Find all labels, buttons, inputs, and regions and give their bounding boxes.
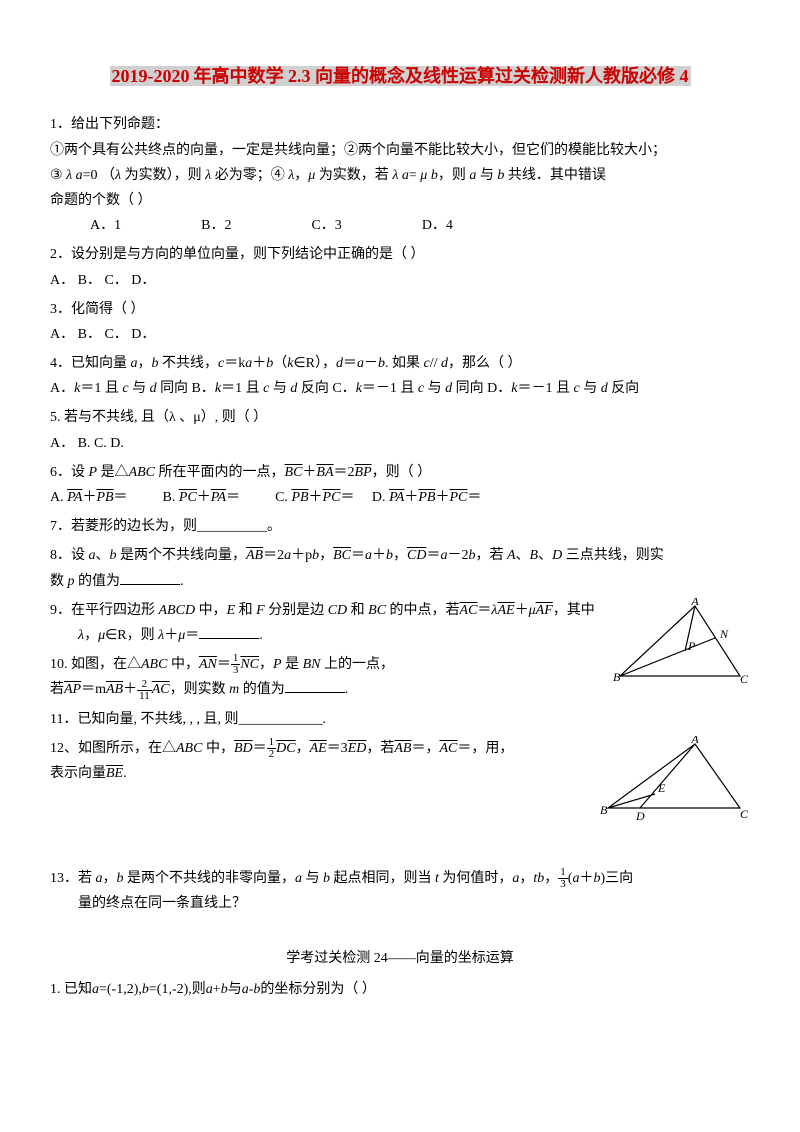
q13-text: 13．若 a，b 是两个不共线的非零向量，a 与 b 起点相同，则当 t 为何值… (50, 866, 750, 891)
fig2-D: D (635, 809, 645, 823)
title-year: 2019-2020 (110, 66, 192, 86)
fig2-E: E (657, 781, 666, 795)
q3-text: 3．化简得（ ） (50, 297, 750, 322)
q8: 8．设 a、b 是两个不共线向量，AB＝2a＋pb，BC＝a＋b，CD＝a－2b… (50, 543, 750, 593)
q10-line2: 若AP＝mAB＋211AC，则实数 m 的值为. (50, 677, 750, 702)
q3-opts: A． B． C． D． (50, 322, 750, 347)
q1-intro: 1．给出下列命题： (50, 112, 750, 137)
q5-text: 5. 若与不共线, 且（λ 、μ）, 则（ ） (50, 405, 750, 430)
q1-line1: ①两个具有公共终点的向量，一定是共线向量；②两个向量不能比较大小，但它们的模能比… (50, 138, 750, 163)
q1-line2: ③ λ a=0 （λ 为实数），则 λ 必为零；④ λ，μ 为实数，若 λ a=… (50, 163, 750, 188)
document-title: 2019-2020年高中数学 2.3 向量的概念及线性运算过关检测新人教版必修 … (50, 60, 750, 92)
q12: A B C D E 12、如图所示，在△ABC 中，BD＝12DC，AE＝3ED… (50, 736, 750, 786)
q1-optD: D．4 (422, 213, 453, 238)
q13-tail2: 量的终点在同一条直线上？ (50, 891, 750, 916)
q4-text: 4．已知向量 a，b 不共线，c＝ka＋b（k∈R），d＝a－b. 如果 c//… (50, 351, 750, 376)
q10-line1: 10. 如图，在△ABC 中，AN＝13NC，P 是 BN 上的一点， (50, 652, 750, 677)
title-rest: 年高中数学 2.3 向量的概念及线性运算过关检测新人教版必修 4 (192, 66, 691, 86)
q5-opts: A． B. C. D. (50, 431, 750, 456)
q1-optC: C．3 (311, 213, 341, 238)
q8-tail2: 数 p 的值为. (50, 569, 750, 594)
q13: 13．若 a，b 是两个不共线的非零向量，a 与 b 起点相同，则当 t 为何值… (50, 866, 750, 916)
q5: 5. 若与不共线, 且（λ 、μ）, 则（ ） A． B. C. D. (50, 405, 750, 455)
q6-opts: A. PA＋PB＝ B. PC＋PA＝ C. PB＋PC＝ D. PA＋PB＋P… (50, 485, 750, 510)
q2-opts: A． B． C． D． (50, 268, 750, 293)
fig1-A: A (690, 598, 699, 608)
q8-text: 8．设 a、b 是两个不共线向量，AB＝2a＋pb，BC＝a＋b，CD＝a－2b… (50, 543, 750, 568)
fig1-P: P (687, 639, 696, 653)
figure-2: A B C D E (600, 736, 750, 826)
subtitle: 学考过关检测 24——向量的坐标运算 (50, 946, 750, 971)
q11: 11．已知向量, 不共线, , , 且, 则____________. (50, 707, 750, 732)
q6: 6．设 P 是△ABC 所在平面内的一点，BC＋BA＝2BP，则（ ） A. P… (50, 460, 750, 510)
q4-opts: A．k＝1 且 c 与 d 同向 B．k＝1 且 c 与 d 反向 C．k＝－1… (50, 376, 750, 401)
fig2-A: A (690, 736, 699, 746)
q6-text: 6．设 P 是△ABC 所在平面内的一点，BC＋BA＝2BP，则（ ） (50, 460, 750, 485)
fig2-C: C (740, 807, 749, 821)
q2: 2．设分别是与方向的单位向量，则下列结论中正确的是（ ） A． B． C． D． (50, 242, 750, 292)
q1-line3: 命题的个数（ ） (50, 188, 750, 213)
fig1-N: N (719, 627, 729, 641)
q2-text: 2．设分别是与方向的单位向量，则下列结论中正确的是（ ） (50, 242, 750, 267)
fig2-B: B (600, 803, 608, 817)
q1-options: A．1 B．2 C．3 D．4 (50, 213, 750, 238)
sq1: 1. 已知a=(-1,2),b=(1,-2),则a+b与a-b的坐标分别为（ ） (50, 977, 750, 1002)
q1-optB: B．2 (201, 213, 231, 238)
q3: 3．化简得（ ） A． B． C． D． (50, 297, 750, 347)
q1-optA: A．1 (90, 213, 121, 238)
q4: 4．已知向量 a，b 不共线，c＝ka＋b（k∈R），d＝a－b. 如果 c//… (50, 351, 750, 401)
q10: 10. 如图，在△ABC 中，AN＝13NC，P 是 BN 上的一点， 若AP＝… (50, 652, 750, 702)
q9: A B C N P 9．在平行四边形 ABCD 中，E 和 F 分别是边 CD … (50, 598, 750, 648)
q7: 7．若菱形的边长为，则__________。 (50, 514, 750, 539)
q1: 1．给出下列命题： ①两个具有公共终点的向量，一定是共线向量；②两个向量不能比较… (50, 112, 750, 238)
